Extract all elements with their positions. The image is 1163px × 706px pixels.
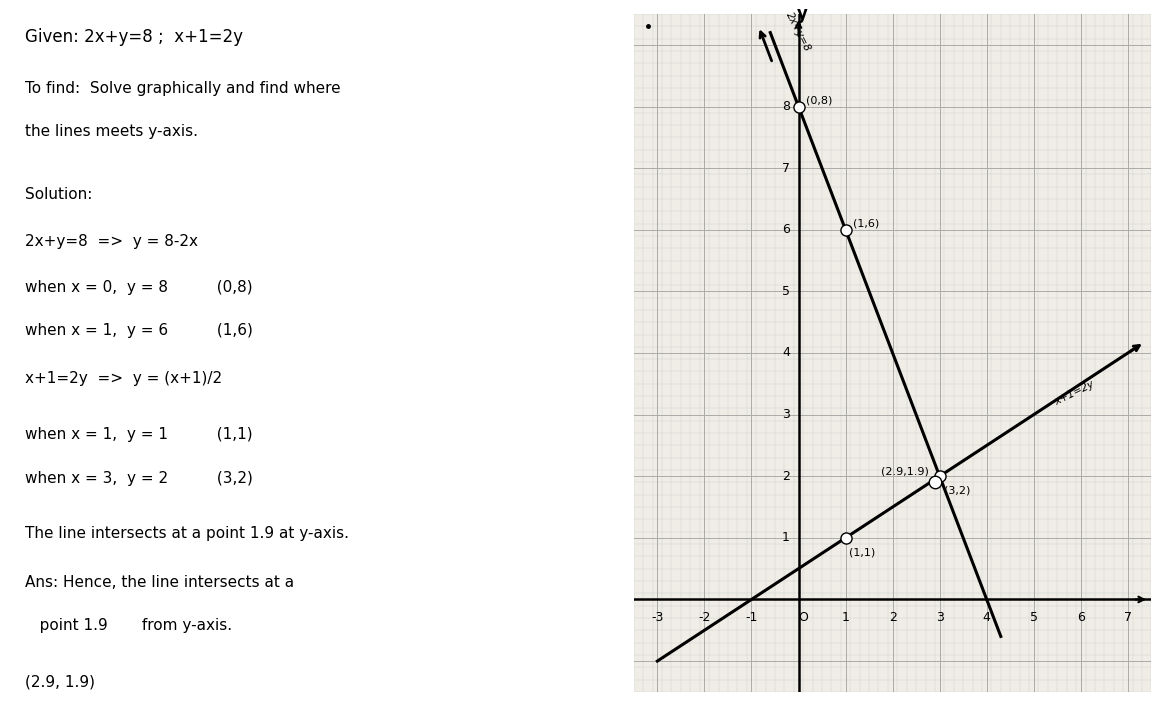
Text: the lines meets y-axis.: the lines meets y-axis.: [26, 124, 198, 138]
Text: (0,8): (0,8): [806, 95, 832, 105]
Text: y: y: [797, 6, 808, 23]
Text: 1: 1: [842, 611, 849, 623]
Text: 2: 2: [783, 469, 790, 483]
Text: 1: 1: [783, 532, 790, 544]
Text: 8: 8: [782, 100, 790, 113]
Text: 2: 2: [889, 611, 897, 623]
Text: x+1=2y: x+1=2y: [1053, 380, 1096, 407]
Text: 2x+y=8: 2x+y=8: [784, 10, 813, 53]
Text: Solution:: Solution:: [26, 187, 93, 202]
Text: -1: -1: [745, 611, 757, 623]
Text: 4: 4: [783, 347, 790, 359]
Text: 2x+y=8  =>  y = 8-2x: 2x+y=8 => y = 8-2x: [26, 234, 198, 249]
Text: -2: -2: [698, 611, 711, 623]
Text: (2.9, 1.9): (2.9, 1.9): [26, 674, 95, 689]
Text: when x = 1,  y = 1          (1,1): when x = 1, y = 1 (1,1): [26, 427, 252, 442]
Text: 7: 7: [782, 162, 790, 174]
Text: Given: 2x+y=8 ;  x+1=2y: Given: 2x+y=8 ; x+1=2y: [26, 28, 243, 46]
Text: (2.9,1.9): (2.9,1.9): [880, 467, 929, 477]
Text: (1,6): (1,6): [852, 219, 879, 229]
Text: (1,1): (1,1): [849, 547, 876, 557]
Text: 4: 4: [983, 611, 991, 623]
Text: 7: 7: [1123, 611, 1132, 623]
Text: 3: 3: [936, 611, 943, 623]
Text: (3,2): (3,2): [944, 486, 971, 496]
Text: 6: 6: [783, 223, 790, 237]
Text: The line intersects at a point 1.9 at y-axis.: The line intersects at a point 1.9 at y-…: [26, 526, 349, 541]
Text: x+1=2y  =>  y = (x+1)/2: x+1=2y => y = (x+1)/2: [26, 371, 222, 385]
Text: To find:  Solve graphically and find where: To find: Solve graphically and find wher…: [26, 81, 341, 96]
Text: 3: 3: [783, 408, 790, 421]
Text: point 1.9       from y-axis.: point 1.9 from y-axis.: [26, 618, 233, 633]
Text: 6: 6: [1077, 611, 1085, 623]
Text: when x = 0,  y = 8          (0,8): when x = 0, y = 8 (0,8): [26, 280, 252, 295]
Text: O: O: [798, 611, 808, 623]
Text: when x = 3,  y = 2          (3,2): when x = 3, y = 2 (3,2): [26, 471, 254, 486]
Text: when x = 1,  y = 6          (1,6): when x = 1, y = 6 (1,6): [26, 323, 254, 337]
Text: 5: 5: [1029, 611, 1037, 623]
Text: Ans: Hence, the line intersects at a: Ans: Hence, the line intersects at a: [26, 575, 294, 590]
Text: -3: -3: [651, 611, 664, 623]
Text: 5: 5: [782, 285, 790, 298]
